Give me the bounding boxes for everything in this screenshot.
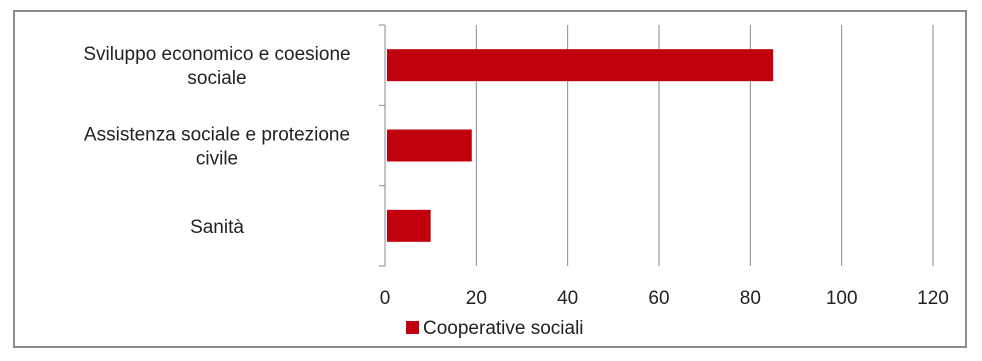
x-tick-labels: 0 20 40 60 80 100 120 [380, 288, 949, 309]
legend-label: Cooperative sociali [423, 318, 584, 339]
bar [387, 209, 431, 242]
category-label: Sviluppo economico e coesione sociale [83, 44, 350, 89]
category-label: Assistenza sociale e protezione civile [84, 125, 350, 170]
x-tick-label: 100 [826, 288, 858, 309]
bar [387, 49, 774, 82]
x-tick-label: 20 [466, 288, 487, 309]
category-label: Sanità [190, 217, 244, 238]
axes [379, 24, 386, 267]
category-label-line: Sanità [190, 217, 244, 238]
category-label-line: Sviluppo economico e coesione [83, 44, 350, 65]
x-tick-label: 40 [557, 288, 578, 309]
category-label-line: Assistenza sociale e protezione [84, 125, 350, 146]
category-label-line: civile [196, 149, 238, 170]
x-tick-label: 60 [648, 288, 669, 309]
legend: Cooperative sociali [406, 318, 584, 339]
legend-swatch [406, 321, 419, 334]
x-tick-label: 120 [917, 288, 949, 309]
bar [387, 129, 472, 162]
bars [387, 49, 774, 242]
x-tick-label: 0 [380, 288, 391, 309]
x-tick-label: 80 [740, 288, 761, 309]
category-label-line: sociale [187, 68, 246, 89]
category-labels: Sviluppo economico e coesione sociale Assi… [83, 44, 350, 238]
